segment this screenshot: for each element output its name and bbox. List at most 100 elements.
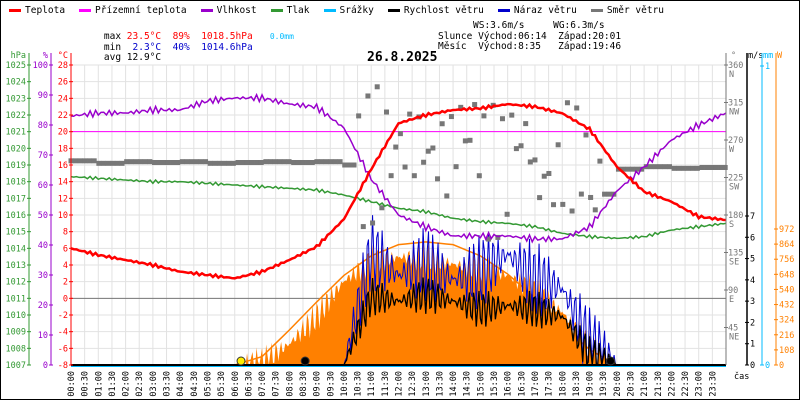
press-axis-unit: hPa (11, 51, 26, 61)
hum-tick-label: 30 (38, 271, 48, 281)
wind-direction-point (476, 173, 482, 179)
wind-direction-point (551, 202, 557, 208)
wind-direction-point (402, 164, 408, 170)
x-tick-label: 05:30 (217, 371, 227, 397)
wind-direction-point (240, 160, 246, 165)
x-tick-label: 21:30 (654, 371, 664, 397)
x-tick-label: 13:00 (422, 371, 432, 397)
wind-direction-point (138, 159, 144, 165)
wind-direction-point (198, 159, 204, 165)
wind-direction-point (100, 160, 106, 166)
wind-direction-point (527, 159, 533, 165)
max-press: 1018.5hPa (201, 31, 253, 42)
x-tick-label: 10:00 (340, 371, 350, 397)
wind-direction-point (161, 160, 167, 165)
wind-direction-point (499, 116, 505, 122)
legend-swatch (590, 9, 603, 12)
wind-direction-point (397, 131, 403, 137)
wind-direction-point (156, 160, 162, 165)
solar-tick-label: 540 (779, 285, 794, 295)
wind-direction-point (388, 173, 394, 179)
wind-direction-point (439, 121, 445, 127)
x-tick-label: 18:30 (572, 371, 582, 397)
temp-tick-label: -8 (58, 361, 68, 371)
wind-tick-label: 2 (750, 318, 755, 328)
hum-tick-label: 100 (33, 61, 48, 71)
press-tick-label: 1008 (6, 344, 26, 354)
press-tick-label: 1007 (6, 361, 26, 371)
legend-item: Náraz větru (497, 5, 577, 16)
hum-tick-label: 80 (38, 121, 48, 131)
wind-direction-point (263, 159, 269, 165)
temp-tick-label: 6 (63, 244, 68, 254)
x-tick-label: 23:00 (695, 371, 705, 397)
moon-label: Měsíc (438, 41, 467, 52)
wind-direction-point (295, 160, 301, 165)
temp-tick-label: 12 (58, 194, 68, 204)
stats-min: min 2.3°C 40% 1014.6hPa (81, 31, 253, 53)
wind-direction-point (226, 160, 232, 166)
wind-direction-point (277, 159, 283, 165)
wind-direction-point (472, 102, 478, 108)
press-tick-label: 1013 (6, 261, 26, 271)
wind-direction-point (704, 165, 710, 170)
hum-tick-label: 70 (38, 151, 48, 161)
legend: Teplota Přízemní teplota Vlhkost Tlak Srážky… (9, 5, 664, 16)
press-tick-label: 1009 (6, 328, 26, 338)
press-tick-label: 1024 (6, 78, 26, 88)
avg-temp: 12.9°C (126, 52, 162, 63)
wind-direction-point (411, 173, 417, 179)
dir-tick-compass: S (729, 220, 734, 230)
wind-direction-point (597, 158, 603, 164)
temp-tick-label: 2 (63, 278, 68, 288)
x-tick-label: 23:30 (708, 371, 718, 397)
press-tick-label: 1018 (6, 178, 26, 188)
legend-item: Srážky (323, 5, 374, 16)
wind-direction-point (690, 165, 696, 171)
temp-tick-label: 28 (58, 61, 68, 71)
legend-label: Tlak (286, 5, 310, 16)
x-tick-label: 22:00 (667, 371, 677, 397)
wind-direction-point (328, 159, 334, 165)
x-tick-label: 00:00 (67, 371, 77, 397)
moonrise-marker (300, 356, 310, 366)
wind-direction-point (286, 159, 292, 165)
solar-tick-label: 756 (779, 255, 794, 265)
wind-direction-point (91, 158, 97, 164)
wind-direction-point (713, 165, 719, 170)
dir-tick-label: 315 (728, 99, 743, 109)
wind-direction-point (462, 138, 468, 144)
legend-label: Směr větru (606, 5, 665, 16)
wind-direction-point (175, 160, 181, 165)
wind-direction-point (193, 159, 199, 165)
dir-tick-compass: NW (729, 108, 740, 118)
wind-direction-point (119, 160, 125, 166)
x-tick-label: 17:00 (531, 371, 541, 397)
wind-direction-point (319, 159, 325, 165)
wind-direction-point (258, 160, 264, 165)
temp-tick-label: 0 (63, 294, 68, 304)
min-label: min (103, 42, 122, 53)
x-tick-label: 15:30 (490, 371, 500, 397)
wind-direction-point (383, 109, 389, 115)
temp-tick-label: 18 (58, 144, 68, 154)
x-tick-label: 00:30 (81, 371, 91, 397)
wind-direction-point (513, 146, 519, 152)
wind-direction-point (142, 159, 148, 165)
wind-direction-point (374, 84, 380, 90)
x-tick-label: 02:30 (135, 371, 145, 397)
solar-area (71, 241, 726, 365)
temp-tick-label: 10 (58, 211, 68, 221)
wind-direction-point (165, 160, 171, 165)
wind-direction-point (189, 159, 195, 165)
legend-swatch (79, 9, 92, 12)
dir-tick-label: 90 (728, 286, 738, 296)
x-tick-label: 03:30 (163, 371, 173, 397)
wind-direction-point (254, 160, 260, 165)
wind-direction-point (657, 164, 663, 170)
legend-item: Tlak (270, 5, 310, 16)
wind-direction-point (323, 159, 329, 165)
legend-label: Teplota (25, 5, 66, 16)
wind-direction-point (82, 158, 88, 164)
wind-direction-point (606, 191, 612, 197)
